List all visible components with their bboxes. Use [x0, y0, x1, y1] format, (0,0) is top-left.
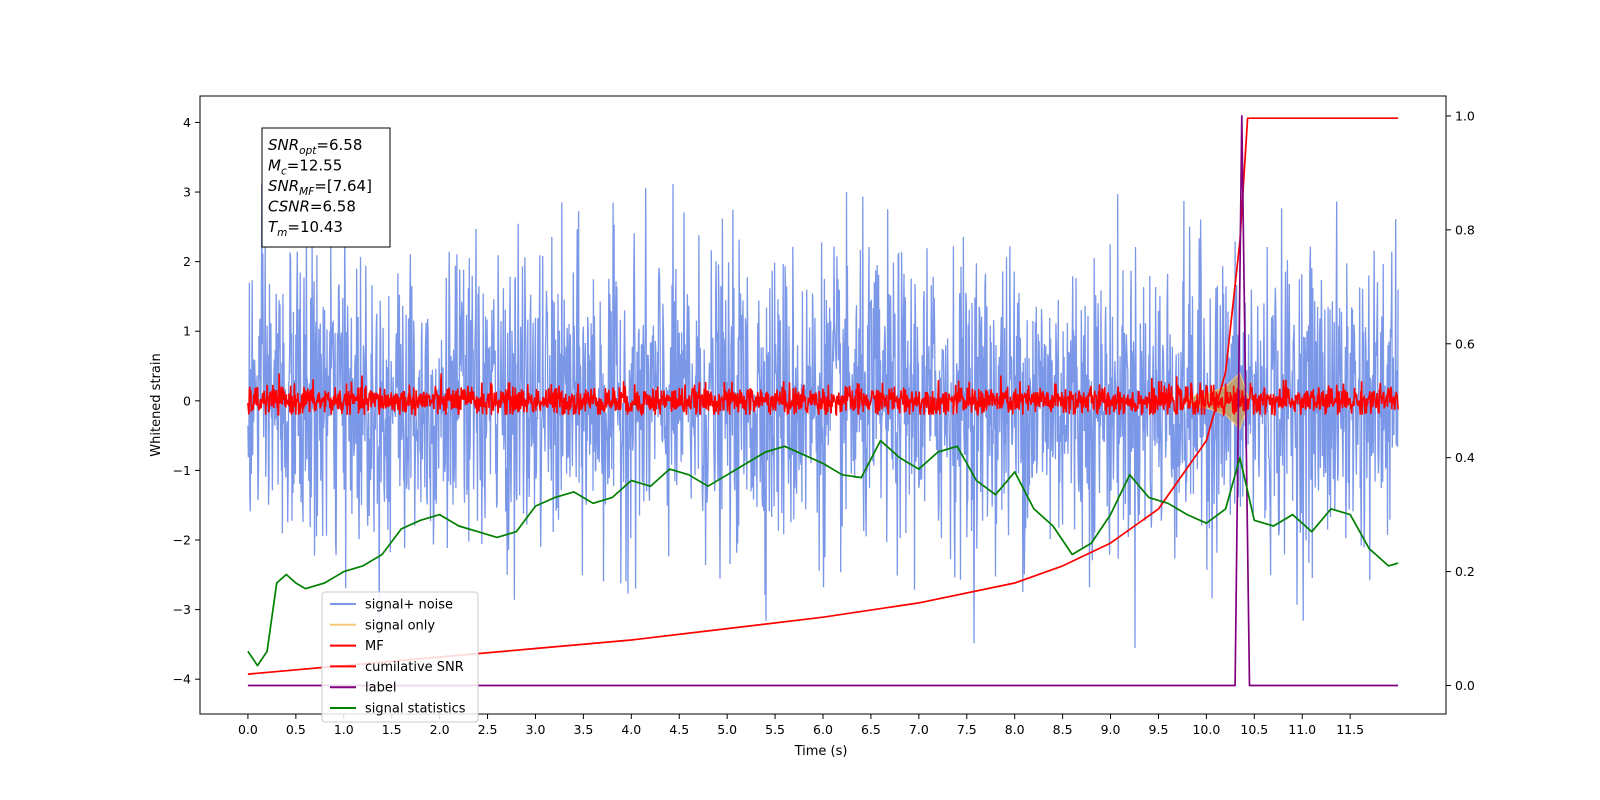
x-tick-label: 3.5: [573, 722, 593, 737]
info-box-line: Mc=12.55: [268, 157, 342, 178]
x-tick-label: 0.5: [286, 722, 306, 737]
x-tick-label: 0.0: [238, 722, 258, 737]
x-tick-label: 6.5: [861, 722, 881, 737]
series-signal-statistics: [247, 439, 1399, 667]
x-tick-label: 11.5: [1336, 722, 1364, 737]
x-tick-label: 8.0: [1005, 722, 1025, 737]
info-box: SNRopt=6.58Mc=12.55SNRMF=[7.64]CSNR=6.58…: [261, 127, 391, 248]
y-tick-label-left: −2: [173, 533, 191, 548]
legend: signal+ noise signal only MF cumilative SNR…: [321, 591, 479, 723]
x-tick-label: 1.0: [334, 722, 354, 737]
x-tick-label: 2.5: [478, 722, 498, 737]
y-tick-label-left: −4: [173, 672, 191, 687]
y-tick-label-right: 0.6: [1455, 336, 1475, 351]
x-tick-label: 8.5: [1053, 722, 1073, 737]
cumilative-snr-line: [247, 117, 1399, 675]
signal-statistics-line: [247, 439, 1399, 667]
y-axis-label-left: Whitened strain: [149, 353, 164, 456]
y-tick-label-left: 1: [183, 324, 191, 339]
label-line: [247, 115, 1399, 687]
y-tick-label-right: 0.8: [1455, 222, 1475, 237]
legend-entry: label: [365, 681, 396, 696]
series-mf: [247, 373, 1399, 418]
y-tick-label-right: 0.0: [1455, 678, 1475, 693]
legend-entry: signal only: [365, 618, 435, 633]
y-tick-label-left: 3: [183, 185, 191, 200]
legend-entry: cumilative SNR: [365, 660, 464, 675]
y-axis-right: 1.0 0.8 0.6 0.4 0.2 0.0: [1446, 108, 1475, 693]
info-box-line: Tm=10.43: [268, 218, 343, 239]
mf-line: [247, 373, 1399, 418]
y-tick-label-left: 0: [183, 393, 191, 408]
x-axis-label: Time (s): [794, 744, 848, 759]
y-axis-left: 4 3 2 1 0 −1 −2 −3 −4: [173, 115, 200, 687]
x-tick-label: 1.5: [382, 722, 402, 737]
info-box-line: SNRMF=[7.64]: [268, 177, 372, 198]
x-tick-label: 6.0: [813, 722, 833, 737]
x-tick-label: 11.0: [1288, 722, 1316, 737]
y-tick-label-left: 4: [183, 115, 191, 130]
x-tick-label: 7.5: [957, 722, 977, 737]
x-tick-label: 4.5: [669, 722, 689, 737]
legend-entry: MF: [365, 639, 384, 654]
y-tick-label-left: −3: [173, 602, 191, 617]
info-box-frame: [261, 127, 391, 248]
y-tick-label-right: 0.4: [1455, 450, 1475, 465]
series-label: [247, 115, 1399, 687]
x-tick-label: 10.5: [1240, 722, 1268, 737]
x-axis: 0.0 0.5 1.0 1.5 2.0 2.5 3.0 3.5 4.0 4.5 5.0 5.5 6.0 6…: [238, 714, 1364, 737]
x-tick-label: 9.0: [1101, 722, 1121, 737]
series-signal-noise: [247, 183, 1399, 649]
info-box-line: SNRopt=6.58: [268, 136, 362, 157]
legend-entry: signal+ noise: [365, 598, 453, 613]
y-tick-label-left: 2: [183, 254, 191, 269]
signal-noise-line: [247, 183, 1399, 649]
x-tick-label: 7.0: [909, 722, 929, 737]
legend-entry: signal statistics: [365, 702, 466, 717]
y-tick-label-left: −1: [173, 463, 191, 478]
series-cumilative-snr: [247, 117, 1399, 675]
x-tick-label: 4.0: [621, 722, 641, 737]
x-tick-label: 10.0: [1192, 722, 1220, 737]
plot-area: [247, 115, 1399, 687]
x-tick-label: 9.5: [1149, 722, 1169, 737]
info-box-line: CSNR=6.58: [268, 198, 356, 216]
x-tick-label: 3.0: [526, 722, 546, 737]
legend-frame: [321, 591, 479, 723]
x-tick-label: 2.0: [430, 722, 450, 737]
y-tick-label-right: 1.0: [1455, 108, 1475, 123]
x-tick-label: 5.0: [717, 722, 737, 737]
x-tick-label: 5.5: [765, 722, 785, 737]
y-tick-label-right: 0.2: [1455, 564, 1475, 579]
